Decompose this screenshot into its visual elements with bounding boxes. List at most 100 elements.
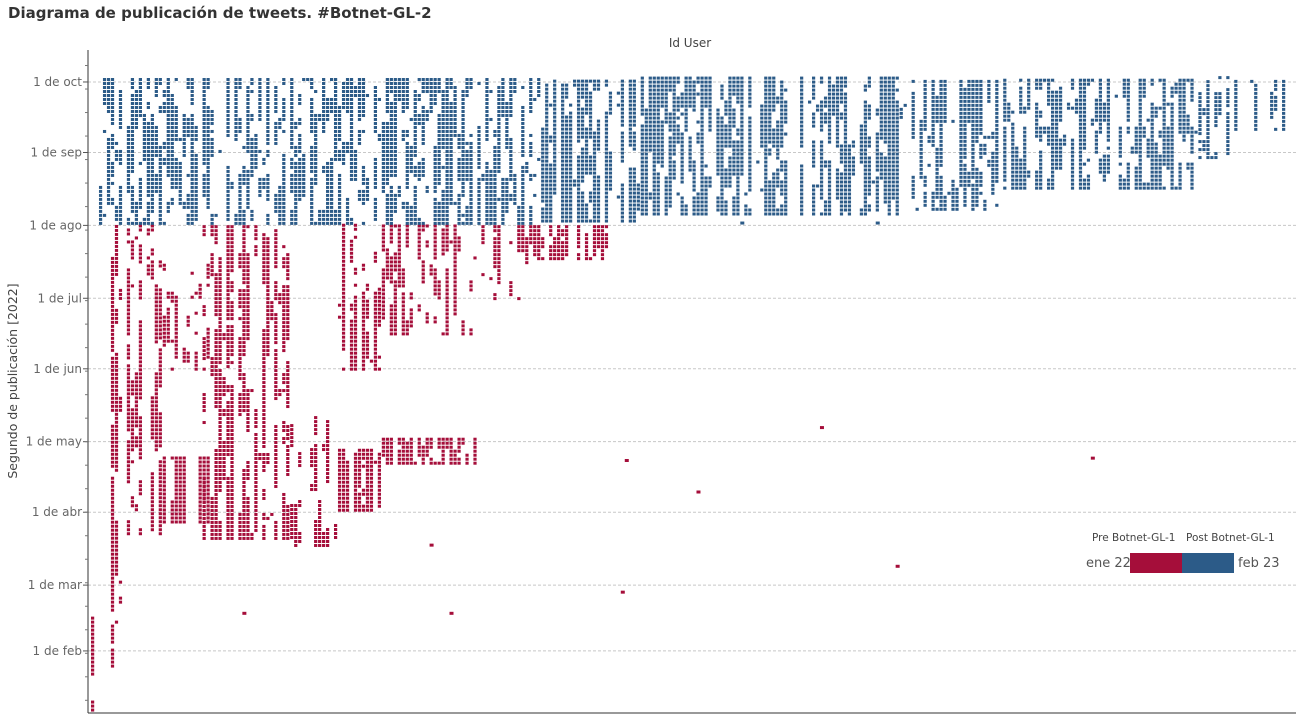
tweet-mark bbox=[620, 115, 624, 119]
tweet-mark bbox=[266, 181, 270, 185]
tweet-mark bbox=[226, 333, 230, 337]
tweet-mark bbox=[150, 408, 154, 412]
tweet-mark bbox=[349, 173, 354, 177]
tweet-mark bbox=[373, 339, 378, 343]
tweet-mark bbox=[314, 145, 318, 149]
tweet-mark bbox=[592, 131, 597, 135]
tweet-mark bbox=[549, 175, 553, 179]
tweet-mark bbox=[381, 236, 385, 240]
tweet-mark bbox=[274, 193, 278, 197]
tweet-mark bbox=[525, 165, 529, 169]
tweet-mark bbox=[110, 384, 115, 388]
tweet-mark bbox=[644, 116, 648, 120]
tweet-mark bbox=[580, 87, 585, 91]
tweet-mark bbox=[397, 240, 401, 244]
tweet-mark bbox=[246, 281, 250, 285]
tweet-mark bbox=[437, 121, 441, 125]
tweet-mark bbox=[381, 161, 385, 165]
tweet-mark bbox=[202, 129, 206, 133]
tweet-mark bbox=[262, 277, 266, 281]
tweet-mark bbox=[545, 147, 549, 151]
tweet-mark bbox=[226, 520, 230, 524]
tweet-mark bbox=[417, 441, 421, 445]
tweet-mark bbox=[572, 83, 577, 87]
tweet-mark bbox=[146, 157, 150, 161]
tweet-mark bbox=[417, 117, 421, 121]
tweet-mark bbox=[310, 221, 314, 225]
tweet-mark bbox=[341, 472, 346, 476]
tweet-mark bbox=[110, 201, 115, 205]
tweet-mark bbox=[274, 321, 278, 325]
tweet-mark bbox=[497, 233, 501, 237]
tweet-mark bbox=[274, 333, 278, 337]
tweet-mark bbox=[110, 181, 115, 185]
tweet-mark bbox=[389, 117, 393, 121]
tweet-mark bbox=[110, 121, 115, 125]
tweet-mark bbox=[238, 373, 242, 377]
tweet-mark bbox=[138, 344, 143, 348]
tweet-mark bbox=[381, 304, 385, 308]
tweet-mark bbox=[620, 155, 624, 159]
tweet-mark bbox=[310, 197, 314, 201]
tweet-mark bbox=[154, 292, 158, 296]
tweet-mark bbox=[138, 205, 143, 209]
tweet-mark bbox=[282, 301, 286, 305]
tweet-mark bbox=[441, 449, 445, 453]
tweet-mark bbox=[533, 233, 537, 237]
tweet-mark bbox=[592, 163, 597, 167]
tweet-mark bbox=[154, 284, 158, 288]
tweet-mark bbox=[541, 211, 545, 215]
tweet-mark bbox=[592, 179, 597, 183]
tweet-marks bbox=[91, 76, 1286, 712]
tweet-mark bbox=[238, 86, 242, 89]
tweet-mark bbox=[401, 308, 405, 312]
tweet-mark bbox=[254, 453, 258, 456]
tweet-mark bbox=[652, 188, 656, 192]
tweet-mark bbox=[174, 468, 178, 472]
tweet-mark bbox=[242, 349, 246, 353]
tweet-mark bbox=[441, 133, 445, 137]
tweet-mark bbox=[417, 161, 421, 165]
tweet-mark bbox=[656, 80, 660, 84]
tweet-mark bbox=[644, 108, 648, 112]
tweet-mark bbox=[142, 217, 146, 221]
tweet-mark bbox=[302, 153, 306, 157]
tweet-mark bbox=[413, 217, 417, 221]
tweet-mark bbox=[138, 384, 143, 388]
tweet-mark bbox=[393, 280, 397, 284]
tweet-mark bbox=[457, 457, 461, 461]
tweet-mark bbox=[254, 225, 258, 229]
tweet-mark bbox=[349, 339, 354, 343]
tweet-mark bbox=[178, 137, 182, 141]
tweet-mark bbox=[477, 205, 481, 209]
tweet-mark bbox=[644, 208, 648, 212]
tweet-mark bbox=[282, 516, 286, 520]
tweet-mark bbox=[389, 129, 393, 133]
tweet-mark bbox=[110, 256, 115, 260]
tweet-mark bbox=[453, 113, 457, 117]
tweet-mark bbox=[357, 464, 362, 468]
tweet-mark bbox=[150, 165, 154, 169]
tweet-mark bbox=[501, 201, 505, 205]
tweet-mark bbox=[126, 133, 131, 137]
tweet-mark bbox=[505, 205, 509, 209]
tweet-mark bbox=[202, 181, 206, 185]
tweet-mark bbox=[545, 183, 549, 187]
tweet-mark bbox=[106, 201, 111, 205]
tweet-mark bbox=[226, 488, 230, 492]
tweet-mark bbox=[150, 420, 154, 424]
tweet-mark bbox=[393, 165, 397, 169]
tweet-mark bbox=[604, 195, 609, 199]
tweet-mark bbox=[381, 173, 385, 177]
tweet-mark bbox=[537, 249, 541, 253]
tweet-mark bbox=[278, 205, 282, 209]
tweet-mark bbox=[102, 101, 107, 105]
tweet-mark bbox=[250, 161, 254, 165]
tweet-mark bbox=[365, 287, 370, 291]
tweet-mark bbox=[453, 300, 457, 304]
tweet-mark bbox=[214, 528, 218, 532]
tweet-mark bbox=[202, 456, 206, 460]
tweet-mark bbox=[246, 185, 250, 189]
tweet-mark bbox=[130, 256, 135, 260]
tweet-mark bbox=[529, 86, 533, 89]
